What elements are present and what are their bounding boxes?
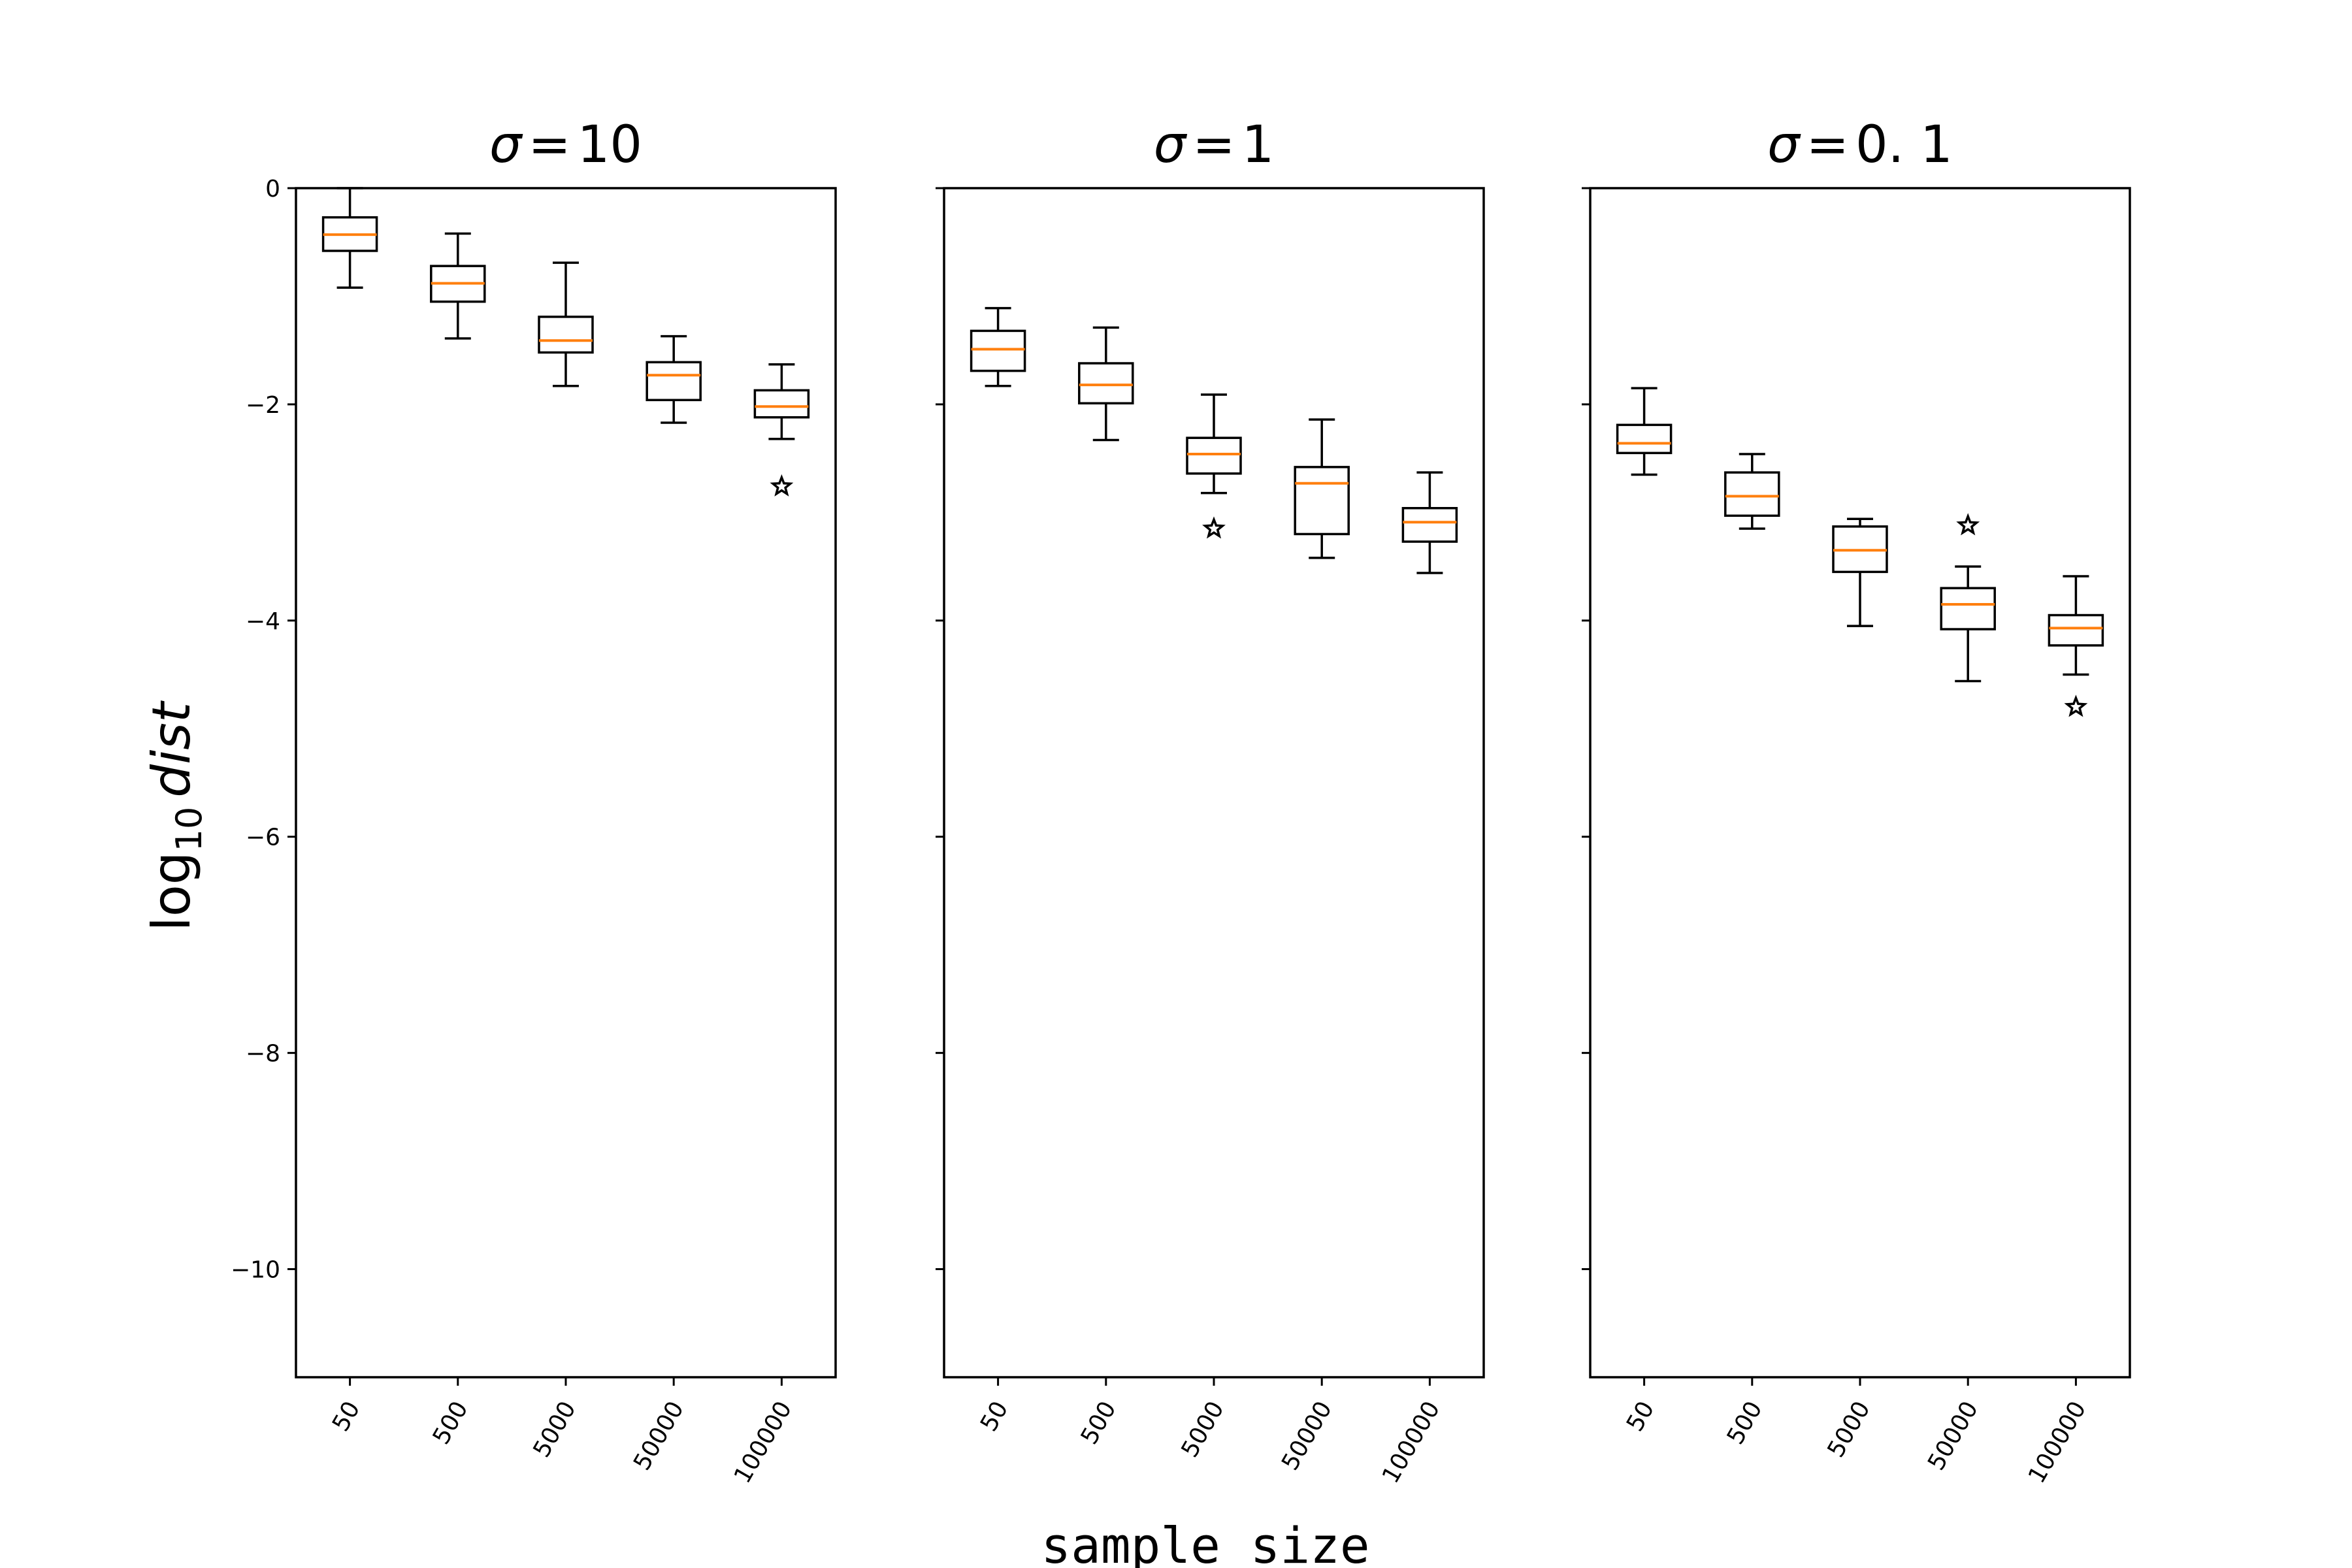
box-500 bbox=[430, 232, 486, 340]
y-tick-label: −6 bbox=[246, 825, 280, 851]
box-body bbox=[1401, 506, 1458, 543]
box-50 bbox=[970, 306, 1026, 387]
box-50000 bbox=[1294, 418, 1350, 559]
panel-title-sigma: σ bbox=[1767, 116, 1801, 174]
box-body bbox=[1616, 423, 1673, 455]
outlier-star bbox=[2064, 694, 2088, 717]
box-50 bbox=[1616, 387, 1673, 476]
box-body bbox=[1078, 362, 1134, 405]
y-tick-label: −10 bbox=[231, 1257, 280, 1284]
box-body bbox=[645, 361, 702, 402]
x-axis-label: sample size bbox=[1041, 1516, 1369, 1568]
box-50000 bbox=[645, 335, 702, 424]
panel-title-equals: = bbox=[1192, 116, 1235, 174]
box-500 bbox=[1724, 453, 1780, 530]
box-body bbox=[970, 329, 1026, 372]
y-tick-label: −8 bbox=[246, 1041, 280, 1068]
box-50000 bbox=[1940, 513, 1996, 683]
y-tick-label: 0 bbox=[265, 176, 280, 203]
box-100000 bbox=[1401, 471, 1458, 574]
panel-title: σ = 0. 1 bbox=[1767, 116, 1953, 174]
y-tick-label: −4 bbox=[246, 608, 280, 635]
panel-title-equals: = bbox=[528, 116, 570, 174]
panel-title-value: 10 bbox=[578, 116, 642, 174]
panel-title-sigma: σ bbox=[489, 116, 523, 174]
box-5000 bbox=[1832, 517, 1888, 627]
panel-title-value: 1 bbox=[1242, 116, 1275, 174]
panel-title-equals: = bbox=[1806, 116, 1849, 174]
outlier-star bbox=[1202, 516, 1226, 539]
panel-title: σ = 10 bbox=[489, 116, 642, 174]
box-body bbox=[2048, 613, 2104, 647]
y-tick-label: −2 bbox=[246, 392, 280, 419]
box-100000 bbox=[2048, 575, 2104, 717]
box-5000 bbox=[538, 261, 594, 387]
box-body bbox=[538, 316, 594, 354]
box-body bbox=[753, 389, 810, 419]
y-axis-label: log10 dist bbox=[141, 700, 210, 931]
y-axis-label-variable: dist bbox=[141, 700, 202, 798]
box-500 bbox=[1078, 326, 1134, 442]
panel-title-sigma: σ bbox=[1154, 116, 1188, 174]
box-body bbox=[1724, 471, 1780, 517]
panel-title: σ = 1 bbox=[1154, 116, 1274, 174]
box-body bbox=[1186, 436, 1242, 475]
outlier-star bbox=[770, 474, 794, 497]
y-axis-label-base: log bbox=[141, 851, 202, 931]
box-body bbox=[1294, 466, 1350, 536]
box-body bbox=[1940, 587, 1996, 630]
y-axis-label-subscript: 10 bbox=[169, 807, 210, 852]
outlier-star bbox=[1956, 513, 1980, 536]
panel-title-value: 0. 1 bbox=[1855, 116, 1953, 174]
box-5000 bbox=[1186, 393, 1242, 539]
box-50 bbox=[321, 187, 378, 289]
box-100000 bbox=[753, 363, 810, 497]
